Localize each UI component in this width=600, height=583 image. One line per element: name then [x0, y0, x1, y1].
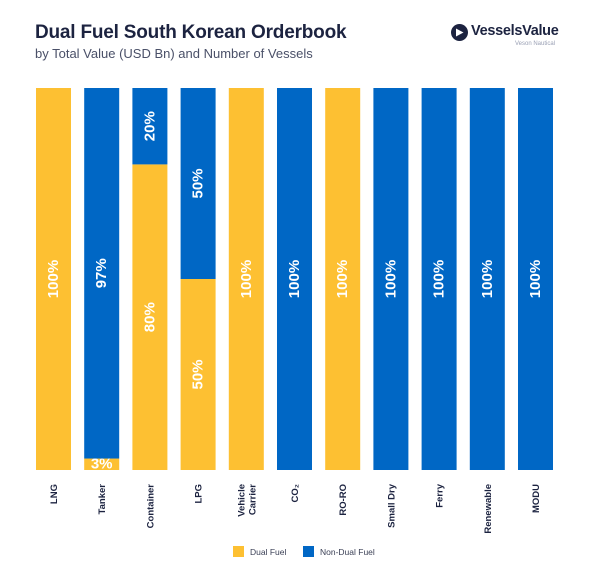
stacked-bar-chart: 100% LNG 3% 97% Tanker 80% 20% Container 50% 50% L…: [36, 88, 553, 534]
legend-label-non-dual-fuel: Non-Dual Fuel: [320, 546, 375, 557]
bar-co-non-dual-fuel: [277, 88, 312, 470]
category-label-small-dry: Small Dry: [386, 483, 397, 528]
category-label-modu: MODU: [531, 484, 542, 513]
chart-title: Dual Fuel South Korean Orderbook: [35, 22, 347, 43]
triangle-circle-logo-icon: [451, 24, 468, 41]
legend-item-dual-fuel: Dual Fuel: [233, 546, 286, 557]
data-label-ro-ro-dual-fuel: 100%: [334, 260, 351, 298]
data-label-renewable-non-dual-fuel: 100%: [479, 260, 496, 298]
data-label-vehicle-carrier-dual-fuel: 100%: [238, 260, 255, 298]
bar-modu-non-dual-fuel: [518, 88, 553, 470]
category-label-container: Container: [145, 484, 156, 529]
bar-ferry-non-dual-fuel: [421, 88, 457, 470]
category-label-ro-ro: RO-RO: [338, 484, 349, 516]
bar-small-dry-non-dual-fuel: [373, 88, 409, 470]
logo-tagline: Veson Nautical: [515, 41, 556, 47]
category-label-co: CO₂: [290, 484, 301, 502]
chart-legend: Dual Fuel Non-Dual Fuel: [0, 546, 600, 562]
bar-tanker-dual-fuel: [84, 458, 120, 470]
category-label-ferry: Ferry: [435, 483, 446, 507]
data-label-co-non-dual-fuel: 100%: [286, 260, 303, 298]
data-label-small-dry-non-dual-fuel: 100%: [382, 260, 399, 298]
vesselsvalue-logo: VesselsValue Veson Nautical: [451, 23, 591, 51]
bar-ro-ro-dual-fuel: [325, 88, 361, 470]
category-label-lng: LNG: [49, 484, 60, 504]
data-label-modu-non-dual-fuel: 100%: [527, 260, 544, 298]
bar-tanker-non-dual-fuel: [84, 88, 120, 459]
legend-swatch-dual-fuel: [233, 546, 244, 557]
legend-swatch-non-dual-fuel: [303, 546, 314, 557]
data-label-container-non-dual-fuel: 20%: [141, 111, 158, 141]
data-label-tanker-non-dual-fuel: 97%: [93, 258, 110, 288]
data-label-ferry-non-dual-fuel: 100%: [431, 260, 448, 298]
legend-label-dual-fuel: Dual Fuel: [250, 546, 287, 557]
bar-lng-dual-fuel: [36, 88, 71, 470]
bar-container-dual-fuel: [132, 164, 168, 470]
bar-renewable-non-dual-fuel: [469, 88, 505, 470]
data-label-lpg-dual-fuel: 50%: [190, 359, 207, 389]
data-label-tanker-dual-fuel: 3%: [91, 455, 113, 472]
chart-subtitle: by Total Value (USD Bn) and Number of Ve…: [35, 46, 313, 61]
data-label-lpg-non-dual-fuel: 50%: [190, 168, 207, 198]
data-label-container-dual-fuel: 80%: [141, 302, 158, 332]
logo-name: VesselsValue: [471, 23, 559, 39]
category-label-renewable: Renewable: [483, 484, 494, 534]
data-label-lng-dual-fuel: 100%: [45, 260, 62, 298]
category-label-lpg: LPG: [194, 484, 205, 504]
legend-item-non-dual-fuel: Non-Dual Fuel: [303, 546, 375, 557]
category-label-tanker: Tanker: [97, 484, 108, 515]
bar-lpg-dual-fuel: [180, 279, 216, 470]
bar-vehicle-carrier-dual-fuel: [228, 88, 264, 470]
bar-lpg-non-dual-fuel: [180, 88, 216, 279]
bar-container-non-dual-fuel: [132, 88, 168, 165]
category-label-vehicle-carrier: VehicleCarrier: [236, 484, 258, 517]
